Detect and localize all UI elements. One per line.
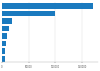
Bar: [2, 48, 6, 54]
Bar: [2, 56, 5, 62]
Bar: [2, 18, 12, 24]
Bar: [2, 41, 6, 46]
Bar: [2, 11, 55, 16]
Bar: [2, 26, 9, 31]
Bar: [2, 3, 93, 9]
Bar: [2, 33, 7, 39]
